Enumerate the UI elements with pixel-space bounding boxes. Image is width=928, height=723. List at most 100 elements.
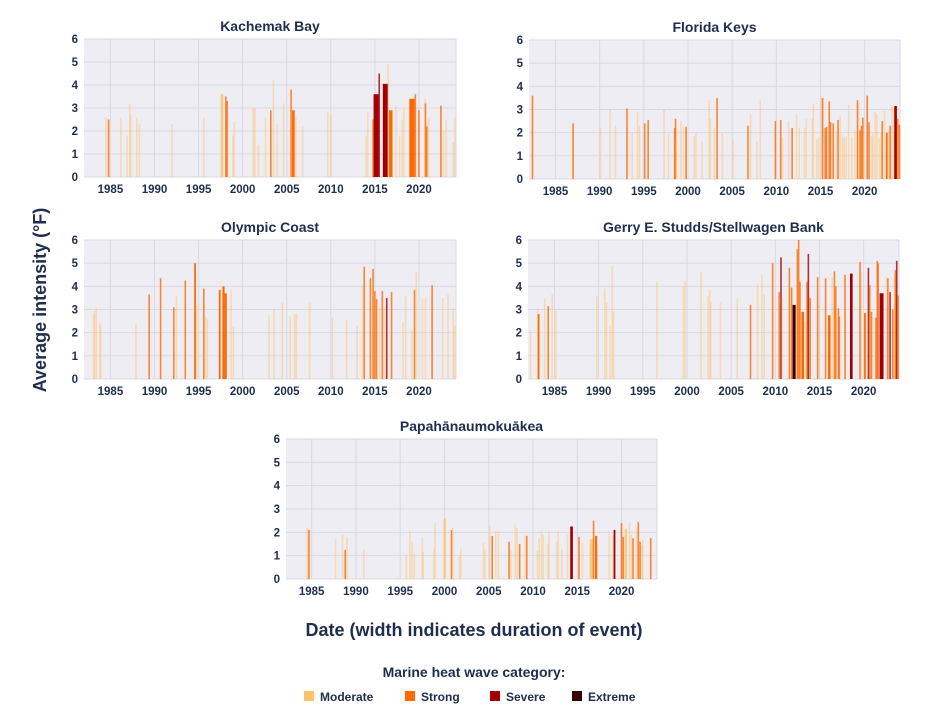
heatwave-bar-moderate: [787, 121, 790, 179]
heatwave-bar-moderate: [366, 112, 369, 177]
heatwave-bar-moderate: [811, 118, 814, 179]
heatwave-bar-moderate: [232, 135, 234, 177]
y-tick-label: 6: [516, 235, 522, 247]
legend-item-strong: Strong: [405, 690, 460, 704]
heatwave-bar-severe: [378, 73, 381, 177]
heatwave-bar-moderate: [624, 528, 627, 579]
heatwave-bar-moderate: [835, 131, 838, 179]
heatwave-bar-strong: [308, 530, 310, 579]
heatwave-bar-strong: [372, 268, 374, 379]
y-tick-label: 0: [516, 374, 522, 386]
heatwave-bar-moderate: [589, 539, 594, 579]
heatwave-bar-strong: [637, 521, 640, 579]
x-tick-label: 2000: [675, 186, 701, 198]
heatwave-bar-moderate: [812, 103, 815, 179]
heatwave-bar-moderate: [401, 119, 403, 177]
heatwave-bar-moderate: [554, 310, 557, 379]
heatwave-bar-moderate: [334, 539, 337, 579]
heatwave-bar-moderate: [636, 111, 639, 179]
heatwave-bar-strong: [876, 260, 879, 379]
heatwave-bar-strong: [889, 125, 891, 179]
heatwave-bar-moderate: [268, 315, 270, 379]
heatwave-bar-severe: [613, 530, 616, 579]
heatwave-bar-moderate: [289, 316, 291, 379]
heatwave-bar-moderate: [656, 281, 658, 379]
heatwave-bar-moderate: [609, 109, 611, 179]
x-tick-label: 1985: [299, 586, 325, 598]
heatwave-bar-moderate: [301, 126, 304, 177]
x-tick-label: 2000: [674, 386, 700, 398]
heatwave-bar-moderate: [611, 535, 614, 579]
heatwave-bar-moderate: [136, 117, 138, 177]
heatwave-bar-strong: [816, 277, 819, 379]
heatwave-bar-moderate: [609, 325, 611, 379]
legend-item-extreme: Extreme: [572, 690, 636, 704]
heatwave-bar-moderate: [383, 307, 386, 379]
heatwave-bar-moderate: [721, 133, 724, 179]
heatwave-bar-strong: [632, 538, 634, 579]
heatwave-bar-moderate: [684, 281, 686, 379]
legend-swatch-severe: [490, 691, 500, 701]
heatwave-bar-moderate: [488, 525, 491, 579]
heatwave-bar-strong: [885, 132, 888, 179]
heatwave-bar-moderate: [361, 286, 364, 379]
heatwave-bar-moderate: [415, 272, 418, 379]
heatwave-bar-strong: [674, 118, 677, 179]
y-tick-label: 4: [517, 81, 524, 93]
heatwave-bar-moderate: [817, 137, 820, 179]
y-tick-label: 5: [274, 457, 281, 469]
heatwave-bar-moderate: [453, 117, 456, 177]
heatwave-bar-strong: [491, 535, 494, 579]
heatwave-bar-moderate: [254, 108, 256, 177]
heatwave-bar-strong: [844, 274, 846, 379]
heatwave-bar-strong: [685, 126, 687, 179]
y-tick-label: 1: [72, 351, 79, 363]
heatwave-bar-moderate: [700, 272, 702, 379]
heatwave-bar-severe: [382, 83, 389, 177]
heatwave-bar-moderate: [120, 117, 122, 177]
x-tick-label: 2010: [318, 386, 344, 398]
heatwave-bar-moderate: [126, 135, 128, 177]
heatwave-bar-moderate: [421, 299, 424, 379]
heatwave-bar-strong: [431, 285, 433, 379]
heatwave-bar-severe: [385, 297, 388, 379]
heatwave-bar-moderate: [892, 107, 895, 179]
heatwave-bar-moderate: [888, 130, 890, 179]
heatwave-bar-moderate: [551, 294, 554, 379]
heatwave-bar-moderate: [880, 132, 882, 179]
heatwave-bar-strong: [578, 537, 580, 579]
x-tick-label: 1990: [142, 184, 168, 196]
heatwave-bar-moderate: [850, 137, 853, 179]
heatwave-bar-moderate: [781, 137, 784, 179]
heatwave-bar-moderate: [713, 128, 716, 179]
heatwave-bar-moderate: [761, 274, 763, 379]
y-tick-label: 3: [517, 105, 523, 117]
heatwave-bar-moderate: [273, 309, 275, 379]
heatwave-bar-strong: [749, 304, 752, 379]
heatwave-bar-moderate: [707, 295, 709, 379]
heatwave-bar-strong: [837, 119, 839, 179]
heatwave-bar-strong: [771, 263, 774, 379]
heatwave-bar-moderate: [482, 542, 485, 579]
heatwave-bar-moderate: [841, 134, 844, 179]
y-tick-label: 2: [274, 527, 280, 539]
heatwave-bar-strong: [639, 541, 641, 579]
y-tick-label: 4: [274, 481, 281, 493]
heatwave-bar-strong: [788, 267, 791, 379]
heatwave-bar-moderate: [230, 289, 232, 379]
x-tick-label: 2020: [851, 386, 877, 398]
heatwave-bar-moderate: [329, 114, 332, 177]
y-tick-label: 3: [274, 504, 280, 516]
heatwave-bar-moderate: [635, 527, 638, 579]
heatwave-bar-strong: [381, 290, 384, 379]
heatwave-bar-moderate: [276, 124, 278, 177]
heatwave-bar-strong: [290, 89, 292, 177]
x-tick-label: 2010: [764, 186, 790, 198]
heatwave-bar-strong: [864, 312, 866, 379]
heatwave-bar-moderate: [536, 308, 539, 379]
heatwave-bar-moderate: [484, 548, 486, 579]
heatwave-bar-moderate: [605, 302, 608, 379]
heatwave-bar-strong: [774, 121, 777, 179]
heatwave-bar-moderate: [129, 114, 132, 177]
heatwave-bar-moderate: [264, 117, 267, 177]
